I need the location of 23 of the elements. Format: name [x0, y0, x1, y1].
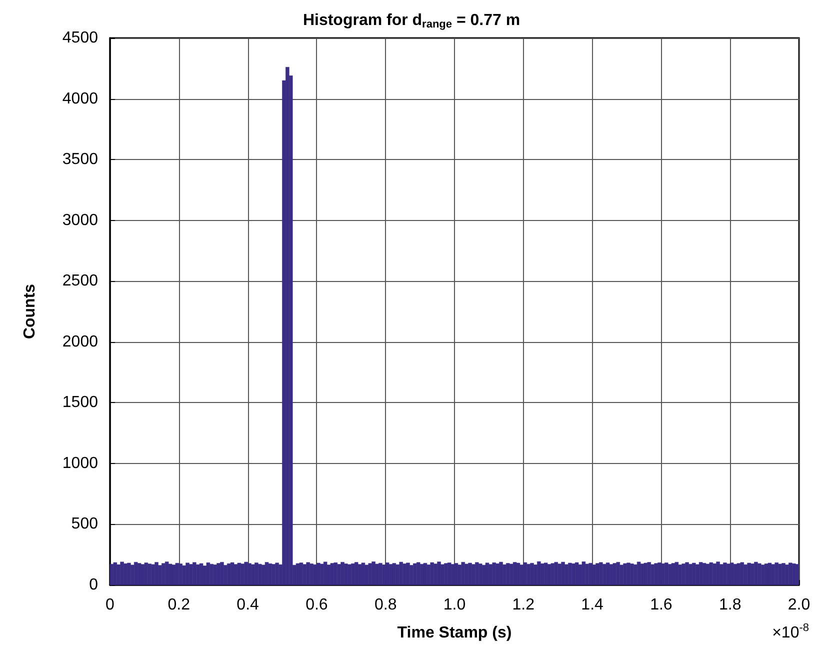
y-tick-label: 1500: [62, 394, 98, 412]
y-tick-label: 2000: [62, 333, 98, 350]
x-tick-label: 0.6: [306, 596, 328, 614]
x-tick-label: 0.2: [168, 596, 190, 614]
y-tick-label: 4000: [62, 90, 98, 108]
x-tick-label: 1.0: [443, 596, 466, 614]
x-tick-label: 1.8: [718, 596, 742, 614]
y-tick-label: 0: [89, 576, 98, 594]
x-tick-label: 1.6: [650, 596, 672, 614]
x-axis-title: Time Stamp (s): [397, 624, 512, 642]
y-tick-label: 4500: [62, 30, 98, 46]
y-tick-label: 500: [71, 516, 98, 533]
x-tick-label: 0: [106, 596, 115, 614]
x-tick-label: 1.2: [512, 596, 535, 614]
x-tick-label: 2.0: [788, 596, 810, 614]
y-tick-label: 3000: [62, 212, 98, 229]
y-tick-label: 1000: [62, 454, 98, 472]
y-axis-title: Counts: [22, 284, 38, 340]
y-tick-label: 3500: [62, 151, 98, 168]
x-tick-label: 0.4: [236, 596, 260, 614]
x-tick-label: 1.4: [581, 596, 604, 614]
x-tick-label: 0.8: [374, 596, 397, 614]
y-tick-label: 2500: [62, 272, 98, 290]
